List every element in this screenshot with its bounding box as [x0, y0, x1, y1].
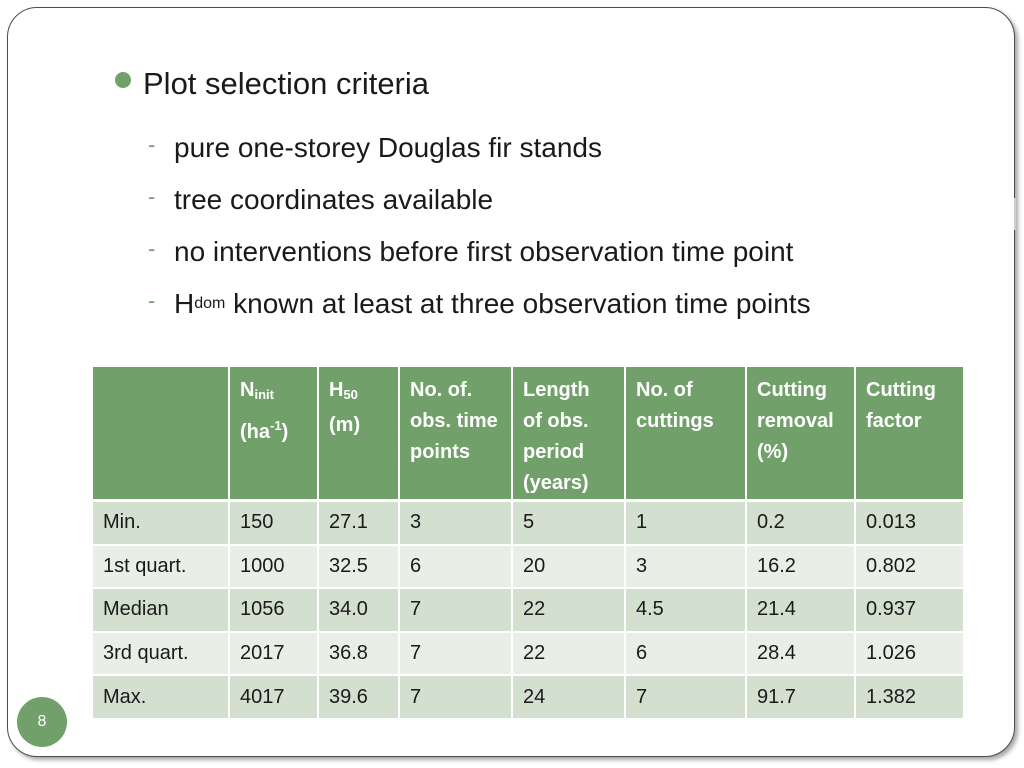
table-cell: 1000	[229, 543, 319, 589]
table-cell: 5	[512, 499, 626, 545]
table-cell: 91.7	[746, 674, 856, 718]
table-cell: 150	[229, 499, 319, 545]
table-row: Max. 4017 39.6 7 24 7 91.7 1.382	[93, 674, 963, 718]
table-cell: 28.4	[746, 630, 856, 676]
table-cell: 32.5	[318, 543, 400, 589]
dash-icon: -	[148, 236, 156, 261]
criteria-list: - pure one-storey Douglas fir stands - t…	[148, 122, 811, 330]
criteria-text: tree coordinates available	[174, 184, 494, 215]
table-cell: 0.937	[855, 587, 963, 632]
table-cell: 7	[399, 630, 513, 676]
dash-icon: -	[148, 288, 156, 313]
table-cell: 3	[625, 543, 747, 589]
bullet-dot-icon	[115, 72, 131, 88]
table-cell: 20	[512, 543, 626, 589]
criteria-item: - no interventions before first observat…	[148, 226, 811, 278]
page-number-badge: 8	[17, 697, 67, 747]
table-cell: 36.8	[318, 630, 400, 676]
edge-mark	[1014, 198, 1016, 230]
table-row: 3rd quart. 2017 36.8 7 22 6 28.4 1.026	[93, 630, 963, 676]
table-cell: 6	[399, 543, 513, 589]
table-cell: 1st quart.	[93, 543, 230, 589]
table-row: Min. 150 27.1 3 5 1 0.2 0.013	[93, 499, 963, 545]
table-cell: 1056	[229, 587, 319, 632]
header-cell-empty	[93, 367, 230, 502]
table-cell: Min.	[93, 499, 230, 545]
table-row: Median 1056 34.0 7 22 4.5 21.4 0.937	[93, 587, 963, 632]
table-cell: Max.	[93, 674, 230, 718]
header-cell-obs-length: Length of obs. period (years)	[512, 367, 626, 502]
criteria-item: - tree coordinates available	[148, 174, 811, 226]
table-cell: 7	[399, 674, 513, 718]
table-cell: 0.802	[855, 543, 963, 589]
table-cell: 21.4	[746, 587, 856, 632]
table-cell: 27.1	[318, 499, 400, 545]
table-cell: 3rd quart.	[93, 630, 230, 676]
table-cell: 3	[399, 499, 513, 545]
header-cell-h50: H50 (m)	[318, 367, 400, 502]
table-cell: 4.5	[625, 587, 747, 632]
table-cell: 7	[625, 674, 747, 718]
table-cell: 39.6	[318, 674, 400, 718]
table-cell: 24	[512, 674, 626, 718]
criteria-text: known at least at three observation time…	[225, 288, 811, 319]
table-cell: Median	[93, 587, 230, 632]
header-cell-factor: Cutting factor	[855, 367, 963, 502]
table-cell: 1.026	[855, 630, 963, 676]
dash-icon: -	[148, 184, 156, 209]
table-cell: 0.2	[746, 499, 856, 545]
table-cell: 6	[625, 630, 747, 676]
table-cell: 22	[512, 630, 626, 676]
criteria-item: - pure one-storey Douglas fir stands	[148, 122, 811, 174]
table-header-row: Ninit (ha-1) H50 (m) No. of. obs. time poi…	[93, 367, 963, 502]
table-cell: 7	[399, 587, 513, 632]
criteria-text: pure one-storey Douglas fir stands	[174, 132, 602, 163]
table-row: 1st quart. 1000 32.5 6 20 3 16.2 0.802	[93, 543, 963, 589]
statistics-table: Ninit (ha-1) H50 (m) No. of. obs. time poi…	[93, 367, 963, 718]
dash-icon: -	[148, 132, 156, 157]
header-cell-cuttings: No. of cuttings	[625, 367, 747, 502]
header-cell-ninit: Ninit (ha-1)	[229, 367, 319, 502]
table-cell: 34.0	[318, 587, 400, 632]
table-cell: 1.382	[855, 674, 963, 718]
criteria-text-prefix: H	[174, 288, 195, 319]
slide-title: Plot selection criteria	[143, 66, 430, 101]
table-cell: 16.2	[746, 543, 856, 589]
title-bullet: Plot selection criteria	[115, 66, 429, 102]
table-cell: 4017	[229, 674, 319, 718]
criteria-text: no interventions before first observatio…	[174, 236, 794, 267]
table-cell: 22	[512, 587, 626, 632]
table-cell: 0.013	[855, 499, 963, 545]
criteria-subscript: dom	[194, 295, 226, 312]
table-cell: 1	[625, 499, 747, 545]
table-cell: 2017	[229, 630, 319, 676]
header-cell-removal: Cutting removal (%)	[746, 367, 856, 502]
header-cell-obs-points: No. of. obs. time points	[399, 367, 513, 502]
